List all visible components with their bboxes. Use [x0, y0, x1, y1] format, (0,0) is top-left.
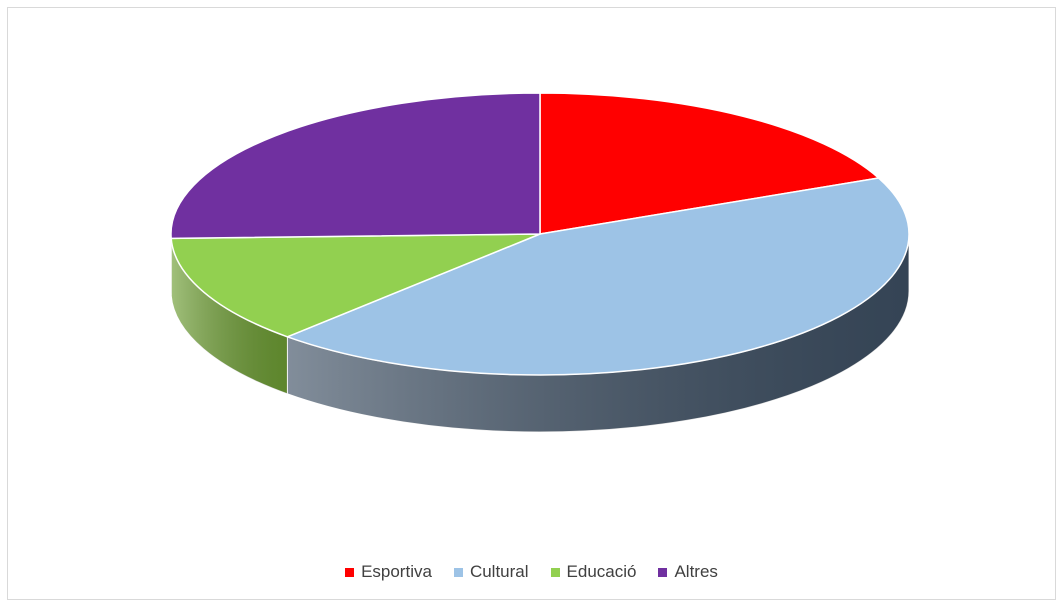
- legend-label-altres: Altres: [674, 562, 718, 581]
- legend-label-educacio: Educació: [566, 562, 637, 581]
- legend-swatch-altres: [658, 567, 668, 577]
- pie-top-layer: [170, 92, 910, 376]
- legend-label-cultural: Cultural: [469, 562, 529, 581]
- legend-swatch-educacio: [550, 567, 560, 577]
- pie-slice-esportiva: [539, 92, 880, 235]
- legend-item-esportiva: Esportiva: [345, 562, 432, 582]
- legend-swatch-esportiva: [345, 567, 355, 577]
- legend-item-altres: Altres: [658, 562, 718, 582]
- pie-side-shade-cultural: [287, 234, 910, 432]
- pie-slice-cultural: [286, 177, 910, 376]
- pie-slice-educacio: [170, 233, 541, 338]
- legend-item-educacio: Educació: [550, 562, 637, 582]
- legend-item-cultural: Cultural: [453, 562, 529, 582]
- pie-slice-altres: [170, 92, 541, 240]
- legend-swatch-cultural: [453, 567, 463, 577]
- legend-label-esportiva: Esportiva: [361, 562, 432, 581]
- pie-side-shade-educacio: [171, 238, 288, 394]
- chart-legend: Esportiva Cultural Educació Altres: [0, 562, 1063, 582]
